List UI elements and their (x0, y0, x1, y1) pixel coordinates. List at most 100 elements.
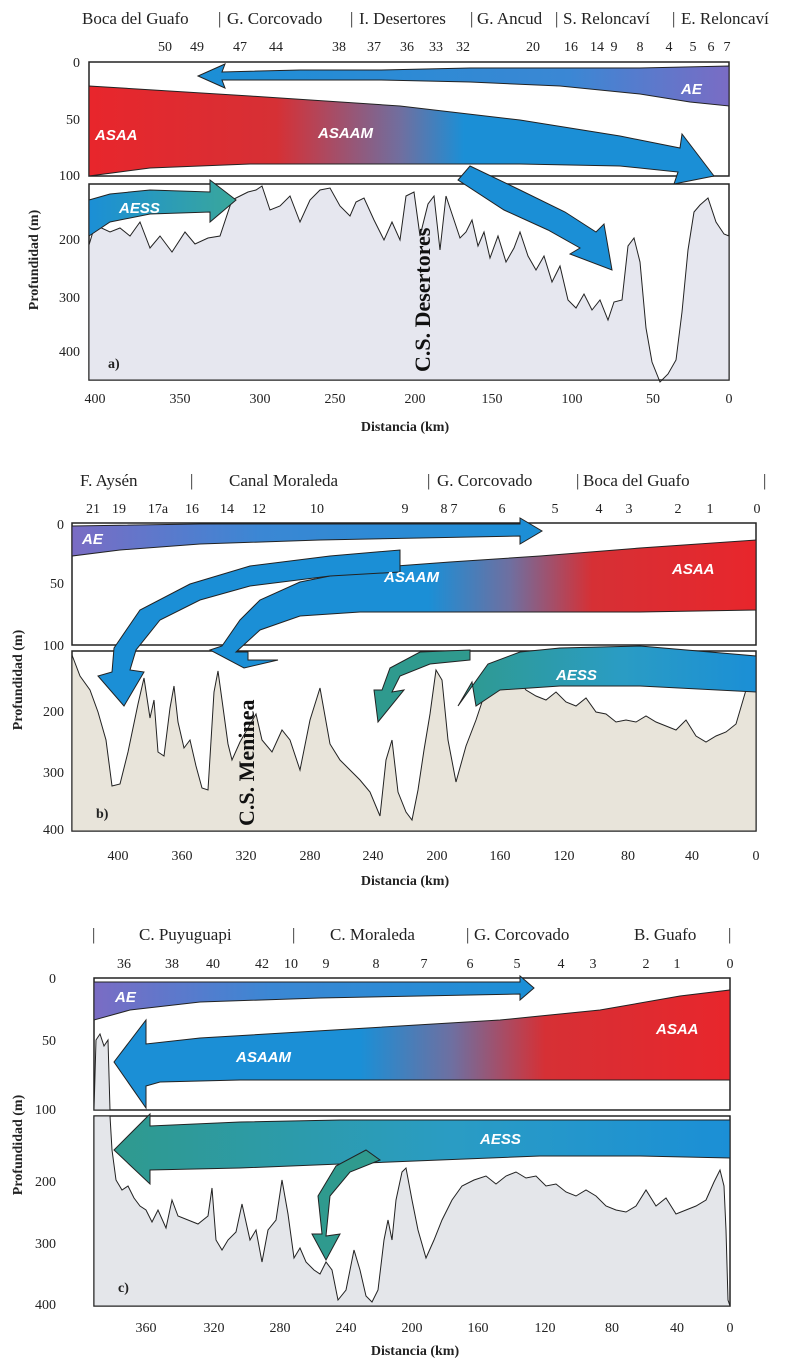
station-label: 36 (117, 957, 131, 972)
y-tick-label: 0 (49, 972, 56, 987)
x-tick-label: 300 (250, 392, 271, 407)
aess-water-mass-arrow (457, 645, 757, 707)
region-label: S. Reloncaví (563, 9, 650, 28)
x-tick-label: 80 (621, 849, 635, 864)
station-label: 9 (611, 40, 618, 55)
x-tick-label: 0 (753, 849, 760, 864)
station-label: 33 (429, 40, 443, 55)
y-tick-label: 0 (73, 56, 80, 71)
asaam-descending-branch-arrow (457, 165, 613, 271)
x-tick-label: 250 (325, 392, 346, 407)
region-separator: | (466, 925, 469, 944)
x-tick-label: 360 (136, 1321, 157, 1336)
y-tick-label: 300 (43, 766, 64, 781)
x-tick-label: 320 (236, 849, 257, 864)
station-label: 6 (467, 957, 474, 972)
y-tick-label: 100 (43, 639, 64, 654)
station-label: 6 (708, 40, 715, 55)
panel-b: F. Aysén | Canal Moraleda | G. Corcovado… (11, 471, 766, 889)
water-mass-label-asaa: ASAA (94, 127, 138, 144)
region-label: G. Corcovado (227, 9, 322, 28)
x-tick-label: 240 (363, 849, 384, 864)
x-tick-label: 50 (646, 392, 660, 407)
water-mass-label-asaa: ASAA (671, 561, 715, 578)
x-tick-label: 40 (670, 1321, 684, 1336)
station-label: 0 (754, 502, 761, 517)
x-tick-label: 280 (300, 849, 321, 864)
region-label: Boca del Guafo (583, 471, 690, 490)
region-separator: | (292, 925, 295, 944)
station-label: 38 (165, 957, 179, 972)
region-separator: | (576, 471, 579, 490)
x-tick-label: 160 (468, 1321, 489, 1336)
station-label: 3 (626, 502, 633, 517)
y-tick-label: 400 (43, 823, 64, 838)
station-label: 7 (451, 502, 458, 517)
water-mass-label-aess: AESS (118, 200, 160, 217)
water-mass-label-aess: AESS (555, 667, 597, 684)
aess-water-mass-arrow (113, 1112, 731, 1186)
y-tick-label: 50 (50, 577, 64, 592)
station-label: 9 (402, 502, 409, 517)
station-label: 8 (441, 502, 448, 517)
region-label: C. Puyuguapi (139, 925, 232, 944)
panel-letter: b) (96, 807, 109, 822)
station-label: 8 (637, 40, 644, 55)
x-tick-label: 320 (204, 1321, 225, 1336)
station-label: 17a (148, 502, 169, 517)
station-label: 16 (185, 502, 199, 517)
station-label: 12 (252, 502, 266, 517)
station-label: 2 (643, 957, 650, 972)
region-label: B. Guafo (634, 925, 696, 944)
bathymetry-profile (88, 185, 730, 383)
station-label: 2 (675, 502, 682, 517)
aess-water-mass-arrow (88, 178, 237, 237)
x-tick-label: 280 (270, 1321, 291, 1336)
station-label: 8 (373, 957, 380, 972)
region-label: G. Corcovado (437, 471, 532, 490)
x-tick-label: 100 (562, 392, 583, 407)
y-tick-label: 50 (66, 113, 80, 128)
y-axis-title: Profundidad (m) (11, 1094, 26, 1195)
station-label: 40 (206, 957, 220, 972)
station-label: 6 (499, 502, 506, 517)
ae-water-mass-arrow (71, 517, 543, 557)
station-label: 1 (674, 957, 681, 972)
bathymetry-profile (93, 1115, 731, 1307)
station-label: 10 (284, 957, 298, 972)
x-axis-title: Distancia (km) (361, 874, 450, 889)
station-label: 38 (332, 40, 346, 55)
region-separator: | (555, 9, 558, 28)
station-label: 14 (220, 502, 234, 517)
sill-label: C.S. Meninea (234, 700, 259, 827)
x-axis-title: Distancia (km) (371, 1344, 460, 1359)
panel-c: | C. Puyuguapi | C. Moraleda | G. Corcov… (11, 925, 734, 1359)
station-label: 50 (158, 40, 172, 55)
region-separator: | (470, 9, 473, 28)
region-separator: | (728, 925, 731, 944)
y-tick-label: 100 (35, 1103, 56, 1118)
water-mass-label-ae: AE (81, 531, 104, 548)
asaa-asaam-water-mass-arrow (88, 85, 715, 185)
station-label: 21 (86, 502, 100, 517)
water-mass-label-asaam: ASAAM (317, 125, 374, 142)
station-label: 19 (112, 502, 126, 517)
aess-recirculation-arrow (373, 649, 471, 724)
region-separator: | (763, 471, 766, 490)
x-tick-label: 0 (727, 1321, 734, 1336)
station-label: 4 (666, 40, 673, 55)
y-axis-title: Profundidad (m) (27, 209, 42, 310)
region-separator: | (218, 9, 221, 28)
station-label: 36 (400, 40, 414, 55)
y-tick-label: 300 (35, 1237, 56, 1252)
ae-water-mass-arrow (93, 974, 535, 1021)
region-separator: | (350, 9, 353, 28)
region-label: G. Corcovado (474, 925, 569, 944)
station-label: 3 (590, 957, 597, 972)
x-tick-label: 160 (490, 849, 511, 864)
y-tick-label: 200 (59, 233, 80, 248)
y-tick-label: 0 (57, 518, 64, 533)
station-label: 14 (590, 40, 604, 55)
x-tick-label: 40 (685, 849, 699, 864)
x-axis-title: Distancia (km) (361, 420, 450, 435)
